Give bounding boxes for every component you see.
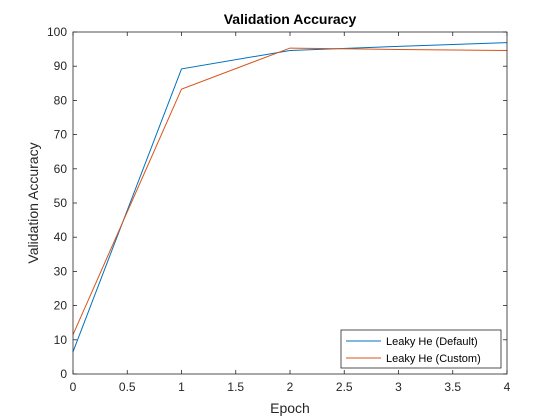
y-tick-label: 80: [54, 93, 68, 107]
x-tick-label: 1: [178, 380, 185, 394]
y-tick-label: 0: [60, 367, 67, 381]
x-tick-label: 3: [395, 380, 402, 394]
legend-label-2: Leaky He (Custom): [386, 353, 481, 365]
y-tick-label: 50: [54, 196, 68, 210]
y-tick-label: 40: [54, 230, 68, 244]
x-tick-label: 2.5: [336, 380, 353, 394]
x-tick-label: 2: [287, 380, 294, 394]
y-tick-label: 10: [54, 333, 68, 347]
x-tick-label: 4: [504, 380, 511, 394]
chart-title: Validation Accuracy: [224, 11, 357, 27]
y-tick-label: 70: [54, 128, 68, 142]
x-tick-label: 0.5: [119, 380, 136, 394]
y-tick-label: 90: [54, 59, 68, 73]
y-tick-label: 30: [54, 264, 68, 278]
y-tick-label: 60: [54, 162, 68, 176]
legend-label-1: Leaky He (Default): [386, 336, 478, 348]
series-line-1: [72, 42, 508, 352]
y-tick-label: 100: [47, 25, 67, 39]
series-layer: [72, 42, 508, 352]
y-axis-title: Validation Accuracy: [25, 142, 41, 263]
x-tick-label: 3.5: [444, 380, 461, 394]
x-tick-label: 1.5: [227, 380, 244, 394]
y-tick-label: 20: [54, 299, 68, 313]
plot-area: [73, 32, 507, 374]
legend: Leaky He (Default) Leaky He (Custom): [340, 329, 502, 369]
legend-box: [340, 329, 502, 369]
x-axis-title: Epoch: [270, 400, 310, 416]
x-tick-label: 0: [70, 380, 77, 394]
series-line-2: [72, 47, 508, 335]
